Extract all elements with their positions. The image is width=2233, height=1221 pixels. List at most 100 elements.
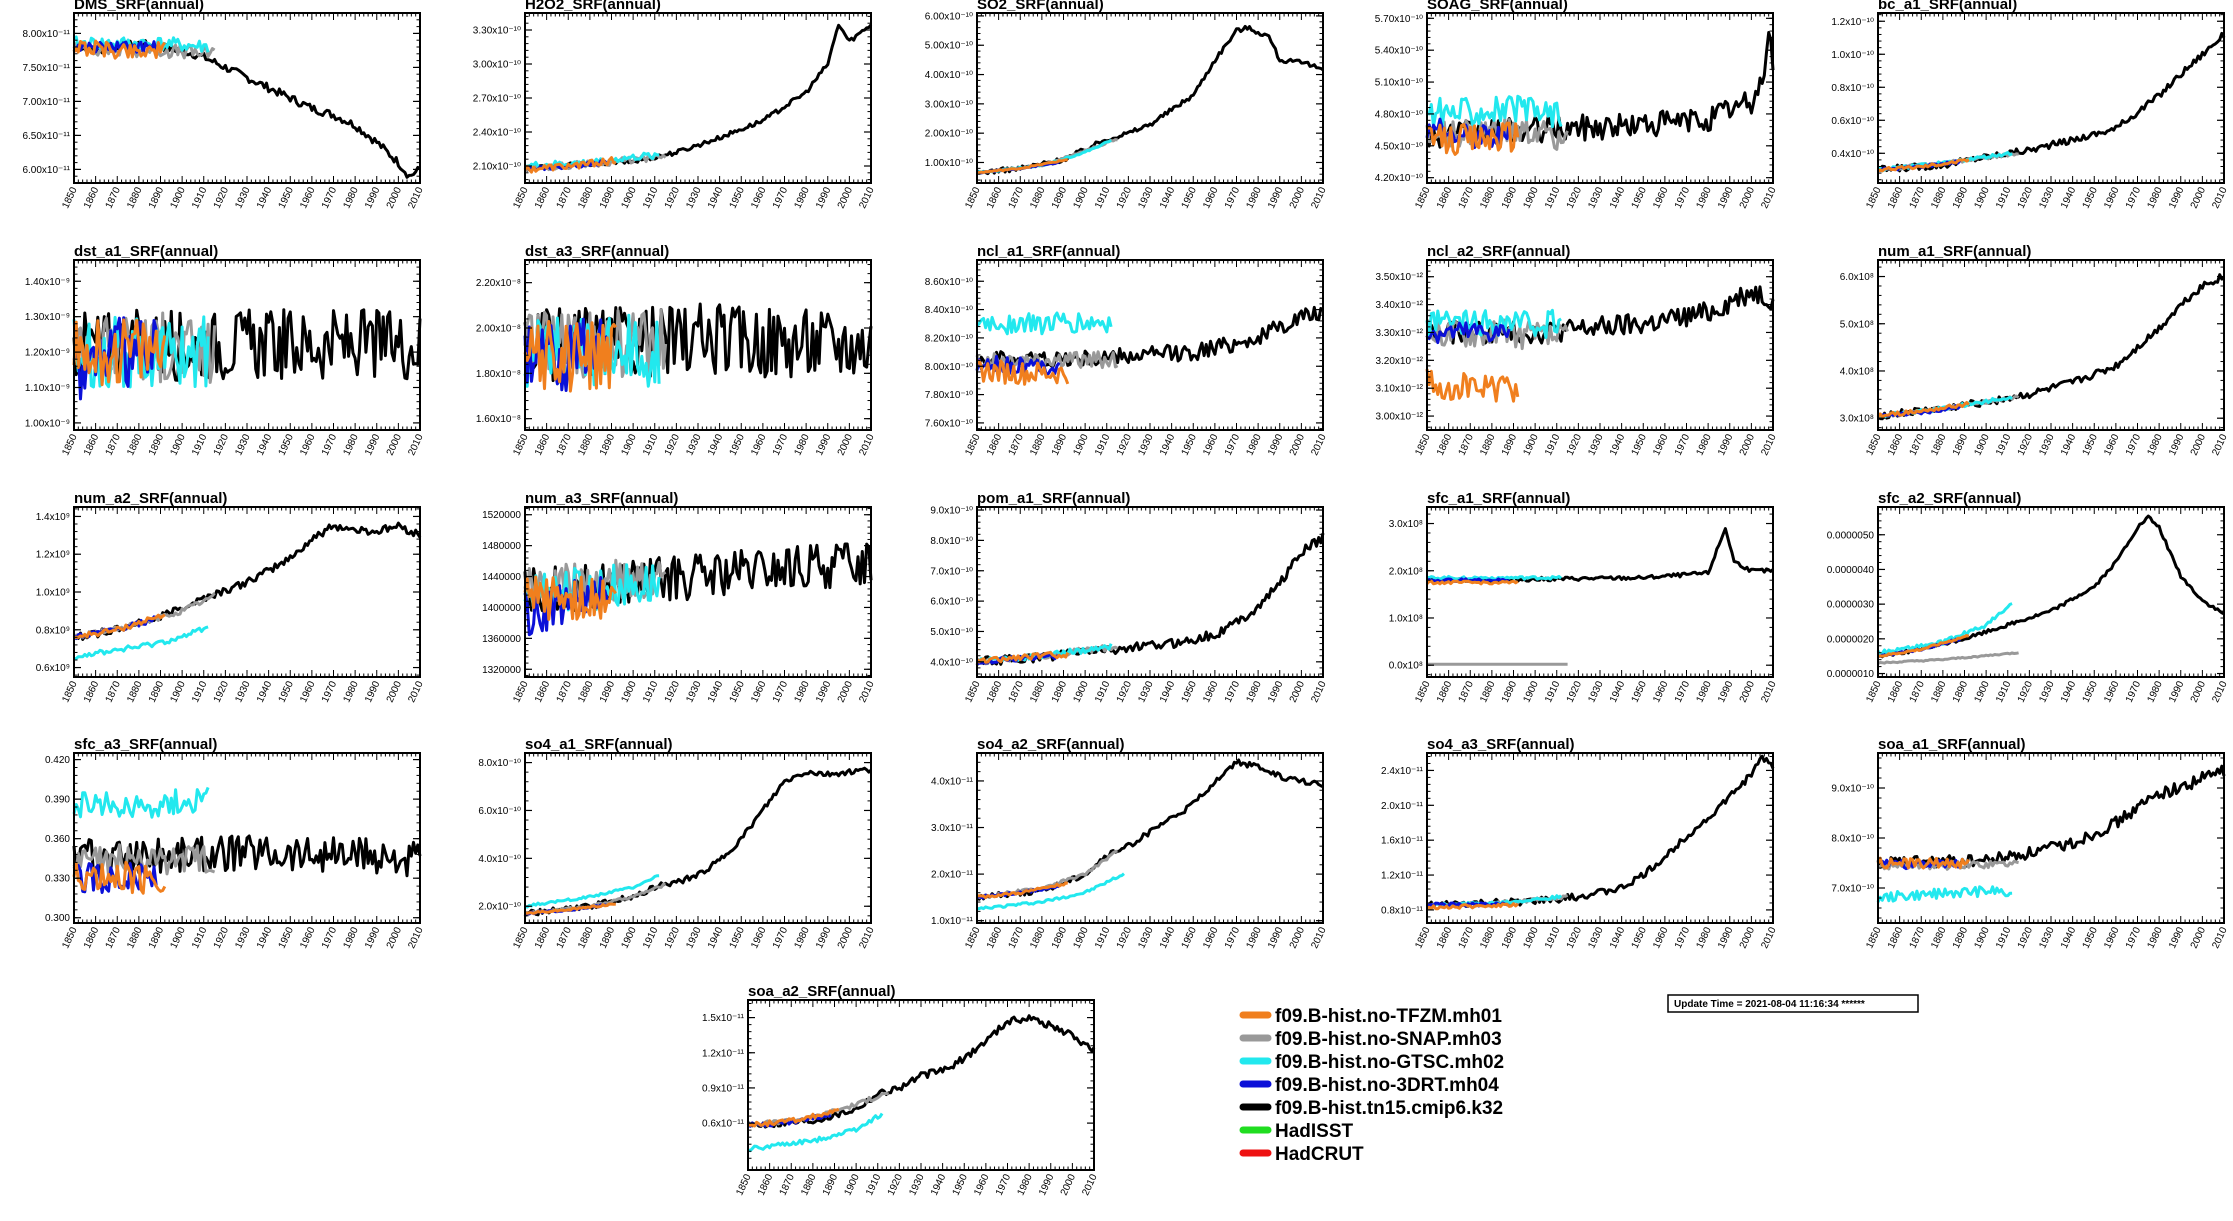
- x-tick-label: 1870: [1908, 679, 1928, 704]
- y-tick-label: 6.0x10⁸: [1840, 272, 1874, 283]
- x-tick-label: 1910: [1543, 185, 1563, 210]
- x-tick-label: 1880: [1028, 185, 1048, 210]
- plot-frame: [1426, 506, 1774, 678]
- y-tick-label: 1520000: [482, 510, 521, 521]
- x-tick-label: 1970: [320, 925, 340, 950]
- chart-panel: SOAG_SRF(annual) 1850 1860 1870 1880 1890 1900…: [1375, 0, 1779, 210]
- panel-title: bc_a1_SRF(annual): [1878, 0, 2017, 13]
- y-tick-label: 5.10x10⁻¹⁰: [1375, 78, 1423, 89]
- x-tick-label: 1890: [147, 432, 167, 457]
- x-tick-label: 1970: [1223, 185, 1243, 210]
- x-tick-label: 1980: [2145, 679, 2165, 704]
- x-tick-label: 1930: [684, 925, 704, 950]
- x-tick-label: 2010: [857, 185, 877, 210]
- x-tick-label: 2000: [836, 432, 856, 457]
- x-tick-label: 1960: [2102, 925, 2122, 950]
- series-line-k32: [1877, 514, 2225, 659]
- x-tick-label: 1960: [749, 925, 769, 950]
- x-tick-label: 2000: [2189, 925, 2209, 950]
- x-tick-label: 1850: [60, 185, 80, 210]
- y-tick-label: 0.8x10⁻¹⁰: [1831, 83, 1874, 94]
- x-tick-label: 1990: [1266, 185, 1286, 210]
- y-tick-label: 4.0x10⁻¹¹: [931, 776, 974, 787]
- y-tick-label: 1400000: [482, 603, 521, 614]
- x-tick-label: 1890: [1951, 432, 1971, 457]
- x-tick-label: 1940: [255, 679, 275, 704]
- x-tick-label: 1940: [706, 432, 726, 457]
- x-tick-label: 1870: [1908, 185, 1928, 210]
- y-tick-label: 8.0x10⁻¹⁰: [930, 536, 973, 547]
- x-tick-label: 1940: [1608, 432, 1628, 457]
- x-tick-label: 1870: [1007, 679, 1027, 704]
- x-tick-label: 1880: [1478, 925, 1498, 950]
- x-tick-label: 1900: [1071, 679, 1091, 704]
- x-tick-label: 2000: [2189, 185, 2209, 210]
- y-tick-label: 8.40x10⁻¹⁰: [925, 305, 973, 316]
- x-tick-label: 1870: [1457, 185, 1477, 210]
- y-tick-label: 7.60x10⁻¹⁰: [925, 418, 973, 429]
- x-tick-label: 1910: [1994, 679, 2014, 704]
- x-tick-label: 1920: [663, 925, 683, 950]
- y-tick-label: 3.30x10⁻¹²: [1375, 328, 1423, 339]
- x-tick-label: 1940: [1608, 679, 1628, 704]
- x-tick-label: 1950: [2081, 925, 2101, 950]
- x-tick-label: 1890: [1050, 185, 1070, 210]
- panel-grid: DMS_SRF(annual)1850 1860 1870 1880 1890 1900 1…: [22, 0, 2229, 1197]
- x-tick-label: 2010: [2210, 679, 2230, 704]
- y-tick-label: 0.0000010: [1827, 669, 1875, 680]
- x-tick-label: 1970: [771, 432, 791, 457]
- x-tick-label: 1870: [555, 679, 575, 704]
- y-tick-label: 4.20x10⁻¹⁰: [1375, 173, 1423, 184]
- x-tick-label: 1850: [60, 679, 80, 704]
- x-tick-label: 1960: [298, 432, 318, 457]
- x-tick-label: 1890: [598, 432, 618, 457]
- y-tick-label: 1.20x10⁻⁹: [25, 348, 70, 359]
- x-tick-label: 1960: [749, 185, 769, 210]
- y-tick-label: 1.10x10⁻⁹: [25, 383, 70, 394]
- x-tick-label: 2010: [1309, 432, 1329, 457]
- x-tick-label: 1860: [533, 185, 553, 210]
- x-tick-label: 2000: [1288, 432, 1308, 457]
- x-tick-label: 1890: [147, 925, 167, 950]
- x-tick-label: 1940: [255, 185, 275, 210]
- series-line-mh01: [72, 318, 167, 387]
- y-tick-label: 1440000: [482, 572, 521, 583]
- series-line-mh02: [1426, 574, 1563, 581]
- x-tick-label: 1940: [1158, 925, 1178, 950]
- x-tick-label: 1890: [1500, 432, 1520, 457]
- x-tick-label: 1880: [125, 432, 145, 457]
- x-tick-label: 2000: [385, 925, 405, 950]
- x-tick-label: 1910: [1994, 185, 2014, 210]
- series-line-mh01: [1426, 902, 1519, 911]
- x-tick-label: 1980: [341, 679, 361, 704]
- chart-panel: sfc_a3_SRF(annual)1850 1860 1870 1880 1890 19…: [45, 736, 426, 950]
- x-tick-label: 1850: [1413, 185, 1433, 210]
- x-tick-label: 1900: [1972, 679, 1992, 704]
- x-tick-label: 1920: [663, 679, 683, 704]
- x-tick-label: 1850: [60, 432, 80, 457]
- x-tick-label: 1880: [1478, 432, 1498, 457]
- x-tick-label: 1880: [1028, 679, 1048, 704]
- x-tick-label: 2010: [406, 679, 426, 704]
- y-tick-label: 0.0000050: [1827, 530, 1875, 541]
- x-tick-label: 2000: [1288, 679, 1308, 704]
- panel-title: sfc_a3_SRF(annual): [74, 736, 217, 753]
- x-tick-label: 1930: [1586, 925, 1606, 950]
- x-tick-label: 1940: [255, 925, 275, 950]
- series-line-mh02: [1876, 885, 2013, 903]
- plot-frame: [976, 752, 1324, 924]
- x-tick-label: 1950: [2081, 432, 2101, 457]
- x-tick-label: 1970: [771, 925, 791, 950]
- x-tick-label: 1990: [814, 432, 834, 457]
- y-tick-label: 5.0x10⁻¹⁰: [930, 627, 973, 638]
- series-line-mh02: [1426, 94, 1563, 129]
- x-tick-label: 1850: [1413, 925, 1433, 950]
- x-tick-label: 1980: [341, 185, 361, 210]
- chart-panel: ncl_a2_SRF(annual)1850 1860 1870 1880 1890 19…: [1375, 243, 1778, 457]
- y-tick-label: 3.10x10⁻¹²: [1375, 384, 1423, 395]
- series-line-mh01: [524, 902, 616, 915]
- y-tick-label: 8.00x10⁻¹¹: [22, 29, 70, 40]
- x-tick-label: 1990: [1716, 432, 1736, 457]
- x-tick-label: 1860: [1435, 185, 1455, 210]
- x-tick-label: 1850: [511, 925, 531, 950]
